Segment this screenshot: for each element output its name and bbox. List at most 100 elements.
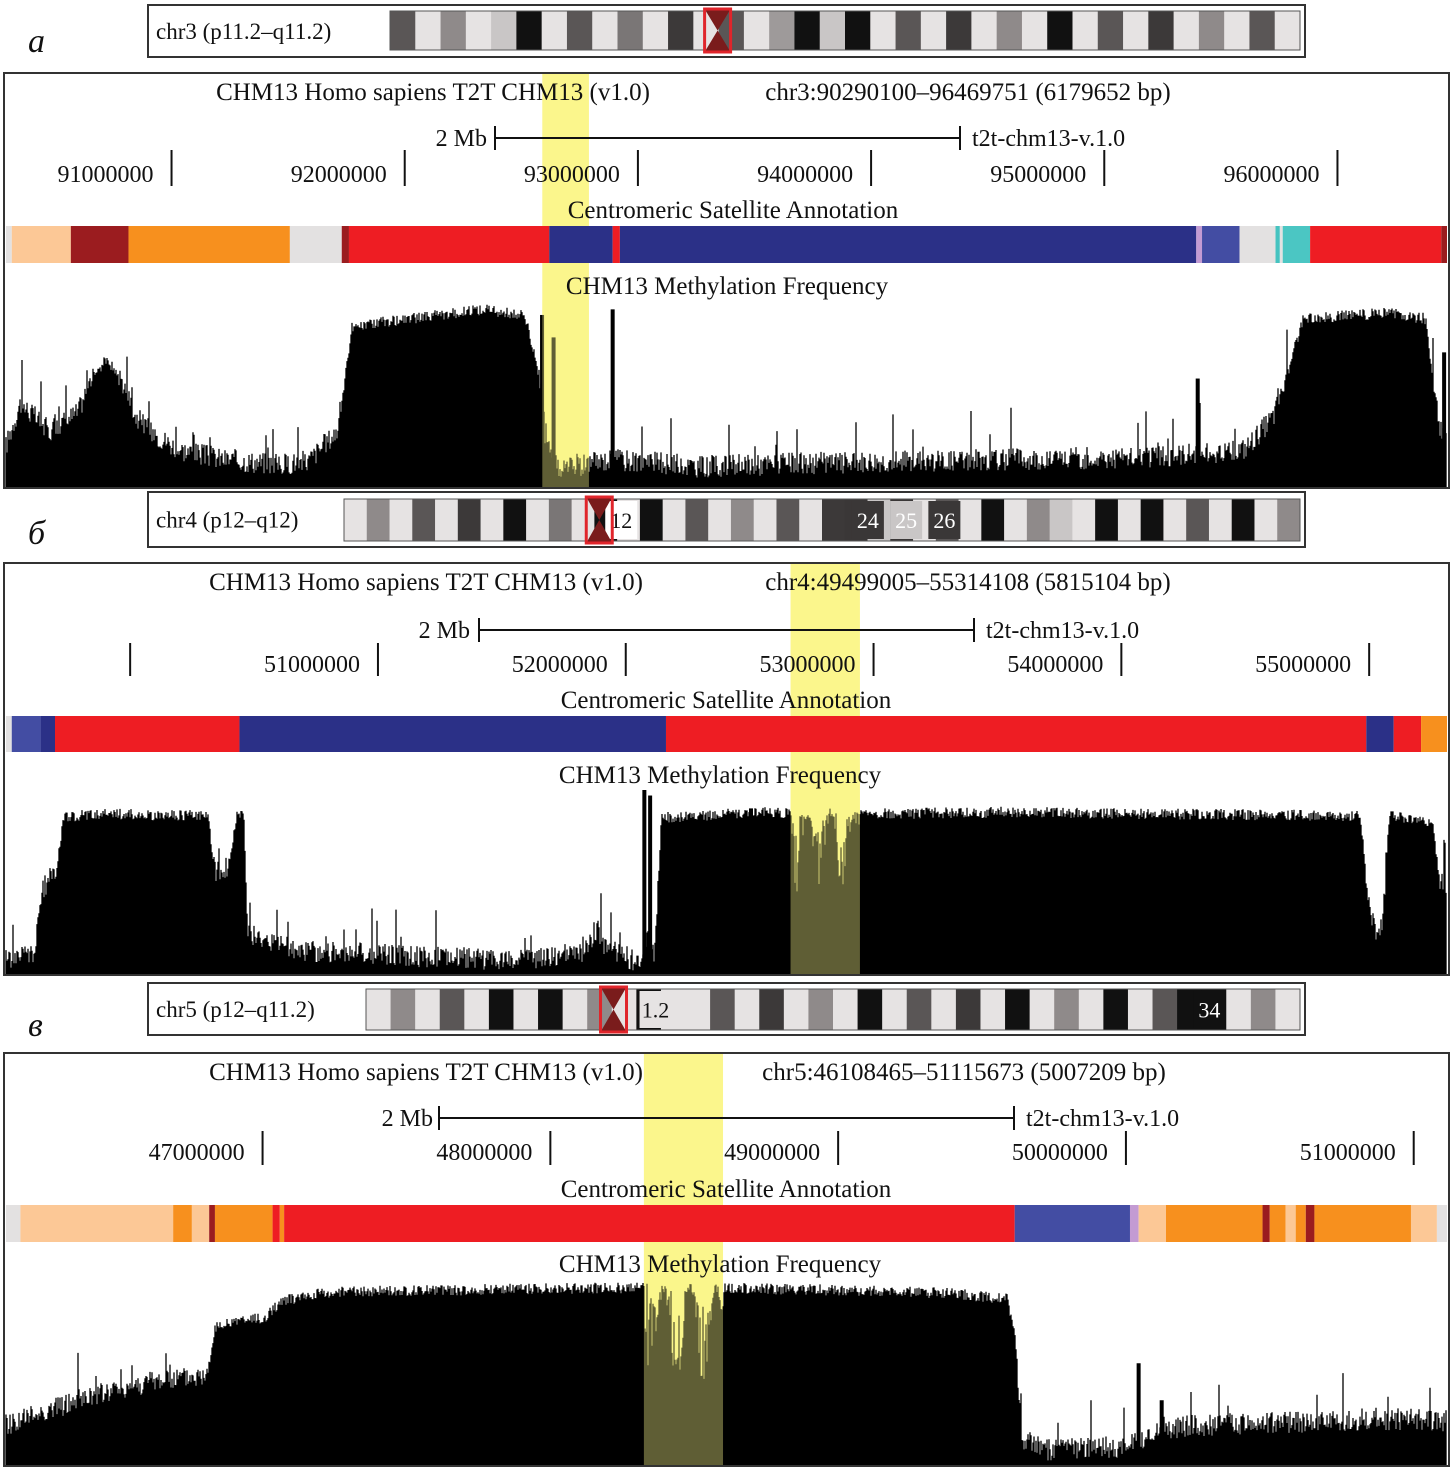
ideogram-band	[440, 11, 467, 50]
ideogram-label: chr4 (p12–q12)	[156, 508, 298, 533]
ideogram-band	[808, 989, 834, 1030]
annotation-segment	[279, 1205, 285, 1242]
centromere-marker	[584, 495, 614, 545]
annotation-segment	[11, 226, 71, 263]
ideogram-band	[958, 499, 982, 541]
ideogram-band	[971, 11, 998, 50]
ideogram-band	[464, 989, 490, 1030]
annotation-track-title: Centromeric Satellite Annotation	[561, 687, 892, 714]
ideogram-band	[571, 499, 595, 541]
centromere-marker	[703, 7, 733, 54]
ideogram-band	[412, 499, 436, 541]
ideogram-band	[516, 11, 543, 50]
panel-b: б chr4 (p12–q12) 12 24 25 26 CHM13 Homo sapien…	[3, 491, 1450, 976]
ideogram-band	[920, 11, 947, 50]
axis-tick-label: 92000000	[291, 162, 387, 188]
ideogram-band	[730, 499, 755, 541]
axis-tick-label: 51000000	[1300, 1140, 1396, 1166]
ideogram-band	[753, 499, 777, 541]
ideogram-band	[366, 989, 392, 1030]
ideogram-band	[955, 989, 981, 1030]
ideogram-band	[776, 499, 800, 541]
ideogram-band	[685, 499, 709, 541]
ideogram-outline	[389, 10, 1301, 51]
ideogram-band	[513, 989, 539, 1030]
axis-tick-label: 55000000	[1255, 652, 1351, 678]
ideogram-band	[759, 989, 785, 1030]
axis-tick-label: 48000000	[436, 1140, 532, 1166]
methylation-track-title: CHM13 Methylation Frequency	[566, 273, 889, 300]
annotation-segment	[214, 1205, 273, 1242]
ideogram-band	[639, 499, 664, 541]
scale-bar-label: 2 Mb	[419, 618, 470, 644]
ideogram-band	[503, 499, 527, 541]
annotation-segment	[40, 716, 55, 752]
annotation-segment	[20, 1205, 174, 1242]
ideogram-band	[566, 11, 593, 50]
ideogram-band	[906, 989, 932, 1030]
annotation-segment	[128, 226, 290, 263]
browser-title: CHM13 Homo sapiens T2T CHM13 (v1.0)	[216, 79, 650, 106]
annotation-segment	[1305, 1205, 1315, 1242]
ideogram-band	[981, 499, 1005, 541]
ideogram-band	[1078, 989, 1104, 1030]
ideogram-band-label-bg	[639, 991, 672, 1028]
ideogram-band	[488, 989, 514, 1030]
ideogram-band	[1163, 499, 1187, 541]
annotation-segment	[191, 1205, 210, 1242]
axis-tick-label: 51000000	[264, 652, 360, 678]
annotation-segment	[619, 226, 1197, 263]
ideogram-band-label: 24	[857, 508, 879, 533]
ideogram-band	[592, 11, 618, 50]
highlight-region	[542, 74, 589, 487]
ideogram-band-label: 25	[895, 508, 917, 533]
methylation-bars	[5, 304, 1447, 487]
ideogram-band	[480, 499, 504, 541]
annotation-segment	[1166, 1205, 1263, 1242]
annotation-segment	[1285, 1205, 1296, 1242]
annotation-track-title: Centromeric Satellite Annotation	[561, 1176, 892, 1203]
ideogram-band	[822, 499, 846, 541]
annotation-segment	[341, 226, 349, 263]
methylation-spike	[1136, 1363, 1141, 1465]
assembly-label: t2t-chm13-v.1.0	[986, 618, 1139, 644]
methylation-spike	[540, 314, 545, 487]
annotation-segment	[1196, 226, 1203, 263]
highlight-overlay	[542, 300, 589, 487]
ideogram-band	[389, 499, 413, 541]
annotation-segment	[1014, 1205, 1130, 1242]
annotation-segment	[1239, 226, 1276, 263]
ideogram-label: chr3 (p11.2–q11.2)	[156, 19, 331, 44]
methylation-spike	[648, 795, 653, 974]
annotation-segment	[1314, 1205, 1411, 1242]
ideogram-band	[1186, 499, 1210, 541]
axis-tick-label: 52000000	[512, 652, 608, 678]
ideogram-band	[857, 989, 883, 1030]
ideogram-band	[415, 989, 441, 1030]
ideogram-band-label-bg	[890, 501, 923, 539]
ideogram-band	[465, 11, 492, 50]
browser-coords: chr3:90290100–96469751 (6179652 bp)	[765, 79, 1171, 106]
ideogram-band	[710, 989, 736, 1030]
ideogram-band-label: 26	[933, 508, 955, 533]
axis-tick-label: 50000000	[1012, 1140, 1108, 1166]
axis-tick-label: 53000000	[760, 652, 856, 678]
ideogram-band	[1117, 499, 1142, 541]
assembly-label: t2t-chm13-v.1.0	[1026, 1106, 1179, 1132]
ideogram-band	[882, 989, 908, 1030]
ideogram-band	[1148, 11, 1175, 50]
ideogram-band	[1005, 989, 1031, 1030]
ideogram-band	[1049, 499, 1073, 541]
centromere-marker-fill	[586, 497, 613, 543]
ideogram-band	[1072, 499, 1096, 541]
annotation-segment	[6, 716, 12, 752]
ideogram-band	[439, 989, 465, 1030]
ideogram-band	[1173, 11, 1200, 50]
ideogram-band-label-bg	[851, 501, 884, 539]
methylation-spike	[642, 790, 647, 974]
ideogram-band	[931, 989, 957, 1030]
ideogram-band-label-bg	[928, 501, 961, 539]
annotation-segment	[54, 716, 240, 752]
methylation-spike	[757, 845, 762, 974]
ideogram-band	[1127, 989, 1154, 1030]
